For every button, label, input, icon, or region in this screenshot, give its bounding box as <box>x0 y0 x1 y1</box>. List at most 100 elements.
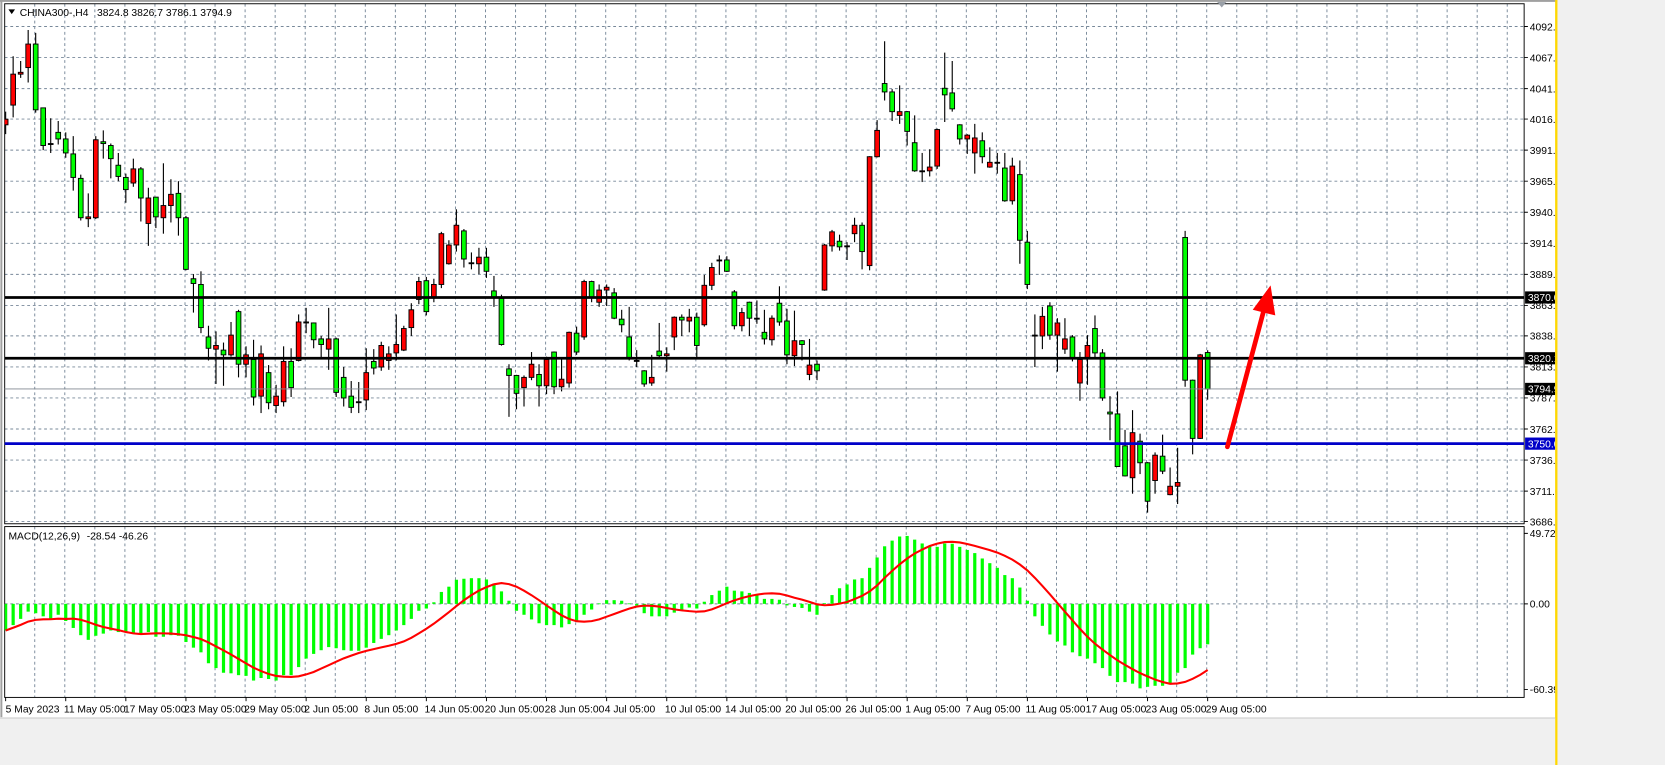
macd-histogram-bar <box>184 603 188 642</box>
candle-body <box>844 245 850 248</box>
candle-bearish <box>303 307 309 334</box>
candle-bearish <box>265 365 272 410</box>
candle-body <box>678 316 685 321</box>
candle-bearish <box>693 312 700 360</box>
candle-bullish <box>453 209 460 252</box>
candle-body <box>100 141 107 145</box>
macd-histogram-bar <box>1153 603 1157 686</box>
price-tick-label: 3762.0 <box>1530 425 1562 436</box>
time-tick-label: 7 Aug 05:00 <box>965 704 1020 715</box>
candle-body <box>85 216 92 220</box>
macd-histogram-bar <box>1093 603 1097 664</box>
price-tick-label: 3787.5 <box>1530 394 1562 405</box>
price-tick-label: 3863.5 <box>1530 301 1562 312</box>
candle-body <box>1174 482 1181 487</box>
candle-bearish <box>618 309 625 333</box>
macd-histogram-bar <box>777 599 782 604</box>
candle-body <box>1054 322 1061 336</box>
candle-bearish <box>1189 379 1196 455</box>
candle-body <box>558 378 565 388</box>
candle-body <box>648 376 655 384</box>
macd-histogram-bar <box>920 543 924 604</box>
time-tick-label: 5 May 2023 <box>6 704 60 715</box>
chart-menu-triangle-icon[interactable] <box>8 9 16 15</box>
candle-bullish <box>1197 353 1203 440</box>
candle-body <box>461 230 467 260</box>
macd-histogram-bar <box>402 603 406 626</box>
macd-histogram-bar <box>266 603 271 679</box>
candle-bearish <box>100 130 107 159</box>
macd-histogram-bar <box>1055 603 1060 642</box>
macd-histogram-bar <box>1138 603 1142 689</box>
macd-histogram-bar <box>875 557 879 604</box>
macd-histogram-bar <box>492 583 496 604</box>
macd-histogram-bar <box>785 603 789 606</box>
candle-bearish <box>1017 160 1023 264</box>
candle-bullish <box>896 85 903 124</box>
candle-body <box>138 168 144 199</box>
macd-histogram-bar <box>154 603 158 637</box>
macd-histogram-bar <box>1040 603 1044 626</box>
candle-body <box>115 164 122 177</box>
time-tick-label: 23 Aug 05:00 <box>1146 704 1207 715</box>
candle-body <box>393 344 400 354</box>
macd-histogram-bar <box>364 603 368 648</box>
price-tick-label: 3940.0 <box>1530 208 1562 219</box>
candle-bearish <box>55 121 62 145</box>
time-tick-label: 2 Jun 05:00 <box>304 704 358 715</box>
macd-histogram-bar <box>845 584 849 604</box>
macd-histogram-bar <box>312 603 316 654</box>
macd-histogram-bar <box>109 603 113 631</box>
candle-body <box>70 153 77 178</box>
macd-histogram-bar <box>469 578 474 604</box>
candle-body <box>92 139 99 219</box>
candle-body <box>663 353 670 357</box>
candle-bearish <box>784 308 790 365</box>
candle-body <box>453 224 460 246</box>
candle-bearish <box>310 322 317 349</box>
time-tick-label: 29 May 05:00 <box>244 704 307 715</box>
candle-body <box>1032 334 1038 337</box>
macd-histogram-bar <box>567 603 571 625</box>
macd-histogram-bar <box>1130 603 1135 684</box>
price-level-label-box <box>1525 291 1556 304</box>
macd-histogram-bar <box>131 603 135 634</box>
macd-histogram-bar <box>176 603 181 636</box>
candle-bearish <box>754 300 760 324</box>
candle-body <box>348 395 355 408</box>
candle-body <box>250 359 257 398</box>
macd-histogram-bar <box>620 600 624 604</box>
candle-body <box>746 301 753 319</box>
candle-bullish <box>10 56 16 118</box>
candle-body <box>175 192 182 219</box>
price-tick-label: 3914.5 <box>1530 239 1562 250</box>
candle-bullish <box>934 128 941 169</box>
macd-histogram-bar <box>139 603 143 634</box>
candle-body <box>1189 379 1196 439</box>
macd-histogram-bar <box>1108 603 1112 676</box>
candle-body <box>1197 354 1203 439</box>
macd-histogram-bar <box>417 603 421 611</box>
macd-histogram-bar <box>913 539 917 604</box>
candle-bearish <box>844 242 850 260</box>
macd-histogram-bar <box>372 603 376 643</box>
candle-body <box>941 87 948 96</box>
time-tick-label: 11 May 05:00 <box>64 704 126 715</box>
chart-shift-marker-icon[interactable] <box>1217 1 1227 8</box>
candle-bearish <box>731 290 738 330</box>
candle-bearish <box>340 367 347 407</box>
macd-histogram-bar <box>627 603 631 605</box>
price-pane[interactable] <box>4 3 1525 525</box>
macd-histogram-bar <box>943 543 947 604</box>
candle-body <box>851 224 858 235</box>
price-level-label-box <box>1525 382 1556 396</box>
candle-bearish <box>62 132 69 158</box>
candle-bullish <box>1152 452 1158 494</box>
candle-bullish <box>821 244 828 291</box>
candle-bearish <box>536 364 542 407</box>
macd-histogram-bar <box>822 603 827 604</box>
candle-body <box>686 316 693 322</box>
candle-body <box>25 43 31 69</box>
macd-histogram-bar <box>1183 603 1187 669</box>
